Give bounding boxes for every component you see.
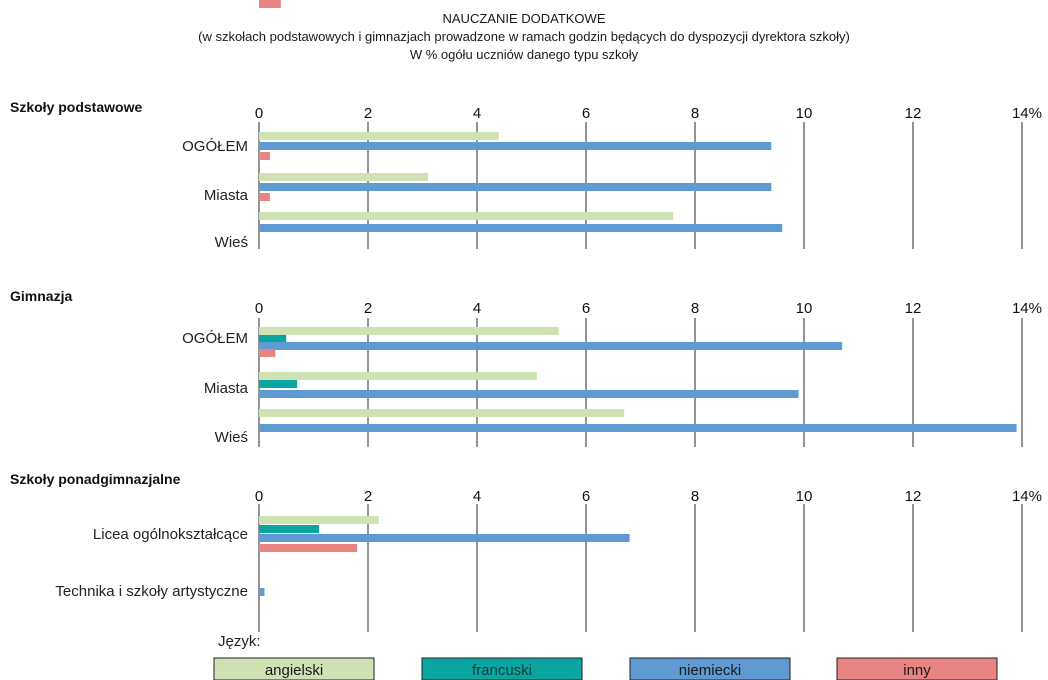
tick-label: 6 [582,105,590,122]
bar-francuski [259,525,319,533]
category-label: Licea ogólnokształcące [93,526,248,543]
bar-angielski [259,212,674,220]
legend-label: inny [903,662,931,679]
tick-label: 12 [905,488,922,505]
tick-label: 4 [473,488,481,505]
bar-angielski [259,372,537,380]
panel-title: Szkoły podstawowe [10,99,142,115]
bar-niemiecki [259,534,630,542]
bar-niemiecki [259,342,843,350]
chart-title-line: NAUCZANIE DODATKOWE [443,11,606,26]
tick-label: 6 [582,488,590,505]
tick-label: 6 [582,300,590,317]
bar-niemiecki [259,183,772,191]
tick-label: 14% [1012,300,1042,317]
category-label: Wieś [215,234,248,251]
chart-title-line: W % ogółu uczniów danego typu szkoły [410,47,639,62]
bar-angielski [259,516,379,524]
bar-angielski [259,327,559,335]
panel-title: Gimnazja [10,288,72,304]
legend-label: francuski [472,662,532,679]
bar-inny [259,544,358,552]
tick-label: 8 [691,105,699,122]
bar-inny [259,0,281,8]
bar-francuski [259,335,287,343]
panel-title: Szkoły ponadgimnazjalne [10,471,181,487]
chart-title-line: (w szkołach podstawowych i gimnazjach pr… [198,29,850,44]
bar-angielski [259,409,625,417]
category-label: Technika i szkoły artystyczne [55,583,248,600]
tick-label: 0 [255,105,263,122]
legend-swatch [629,657,791,680]
bar-niemiecki [259,224,783,232]
bar-niemiecki [259,142,772,150]
legend-item-francuski: francuski [421,657,583,680]
legend-swatch [213,657,375,680]
tick-label: 4 [473,105,481,122]
bar-niemiecki [259,424,1017,432]
category-label: Miasta [204,380,249,397]
bar-inny [259,152,270,160]
tick-label: 12 [905,105,922,122]
category-label: Wieś [215,429,248,446]
legend-item-angielski: angielski [213,657,375,680]
panel: Szkoły ponadgimnazjalne 0 2 4 6 8 10 12 14% Licea… [10,471,1042,632]
tick-label: 2 [364,488,372,505]
category-label: OGÓŁEM [182,138,248,155]
legend-label: niemiecki [679,662,742,679]
tick-label: 14% [1012,488,1042,505]
tick-label: 0 [255,488,263,505]
category-label: Miasta [204,187,249,204]
bar-inny [259,349,276,357]
bar-angielski [259,132,499,140]
legend-swatch [836,657,998,680]
legend-item-inny: inny [836,657,998,680]
tick-label: 8 [691,300,699,317]
bar-francuski [259,380,298,388]
category-label: OGÓŁEM [182,330,248,347]
tick-label: 10 [796,105,813,122]
tick-label: 8 [691,488,699,505]
tick-label: 2 [364,105,372,122]
bar-angielski [259,173,428,181]
panel: Gimnazja 0 2 4 6 8 10 12 14% OGÓŁEM Miasta Wieś [10,0,1042,447]
bar-inny [259,193,270,201]
tick-label: 12 [905,300,922,317]
legend-title: Język: [218,633,261,650]
legend-item-niemiecki: niemiecki [629,657,791,680]
tick-label: 14% [1012,105,1042,122]
tick-label: 10 [796,300,813,317]
panel: Szkoły podstawowe 0 2 4 6 8 10 12 14% OGÓŁEM Miast… [10,99,1042,251]
bar-niemiecki [259,390,799,398]
legend-label: angielski [265,662,323,679]
tick-label: 4 [473,300,481,317]
tick-label: 0 [255,300,263,317]
tick-label: 10 [796,488,813,505]
tick-label: 2 [364,300,372,317]
legend-swatch [421,657,583,680]
bar-niemiecki [259,588,265,596]
